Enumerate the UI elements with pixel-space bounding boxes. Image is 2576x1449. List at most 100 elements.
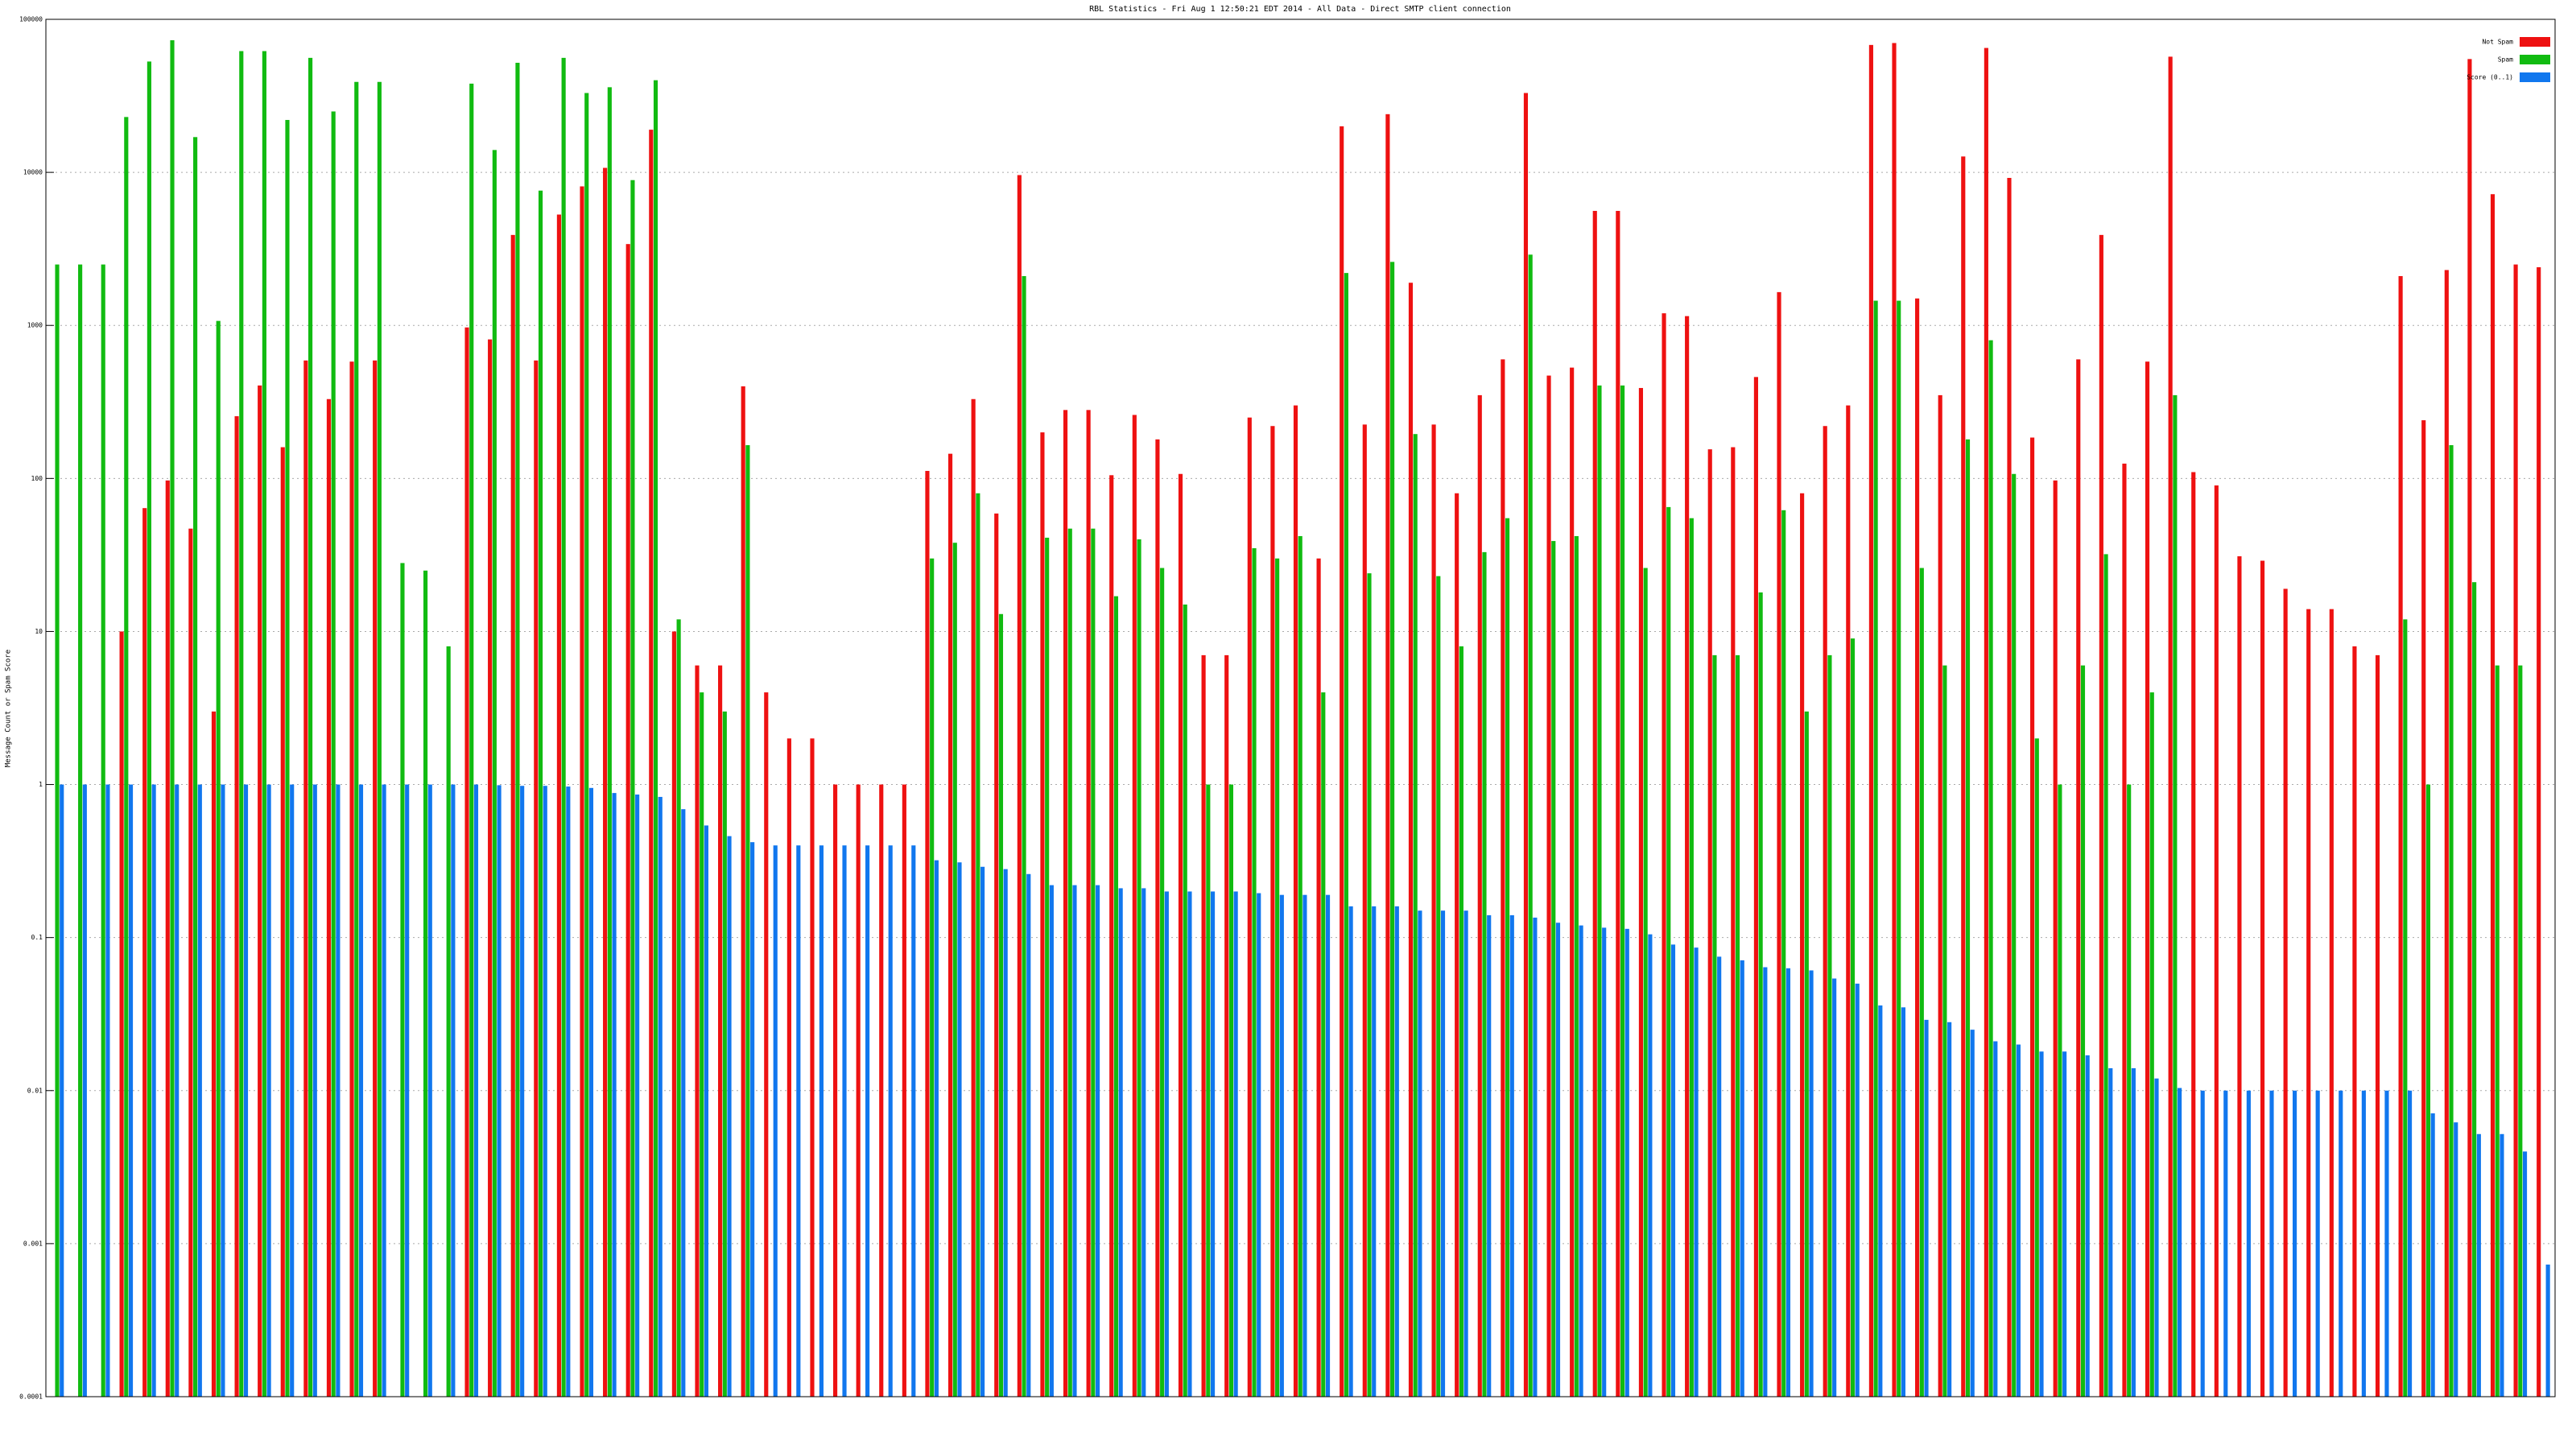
bar [1938,394,1942,1397]
bar [2361,1090,2366,1397]
bar [2149,692,2154,1397]
bar [2099,234,2103,1397]
bar [1597,385,1602,1397]
bar [1970,1030,1975,1397]
bar [1362,424,1367,1397]
bar [856,784,861,1397]
bar [2545,1264,2550,1397]
legend-swatch [2520,37,2550,47]
y-tick-label: 10000 [23,169,43,176]
bar [1247,417,1252,1397]
bar [216,320,221,1397]
bar [234,416,239,1397]
bar [1901,1007,1906,1397]
bar [911,845,916,1397]
bar [510,234,515,1397]
y-tick-label: 0.001 [23,1240,43,1247]
bar [1040,432,1045,1397]
bar [427,784,432,1397]
bar [1533,917,1538,1397]
bar [2108,1067,2113,1397]
bar [469,83,474,1397]
bar [727,836,732,1397]
bar [312,784,317,1397]
bar [2293,1090,2297,1397]
bar [1620,385,1625,1397]
bar [1431,424,1436,1397]
bar [2145,361,2150,1397]
bar [1109,475,1114,1397]
bar [649,130,654,1397]
bar [473,784,479,1397]
bar [78,264,83,1397]
bar [1095,885,1100,1397]
bar [1113,596,1119,1397]
bar [151,784,156,1397]
bar [1592,210,1597,1397]
bar [2039,1051,2044,1397]
bar [1187,891,1192,1397]
bar [423,570,428,1397]
bar [377,81,382,1397]
plot-border [45,19,2556,1397]
bar [947,453,953,1397]
bar [980,866,985,1397]
bar [128,784,134,1397]
bar [534,360,539,1397]
bar [2407,1090,2413,1397]
bar [119,631,124,1397]
bar [1086,410,1091,1397]
bar [1763,967,1768,1397]
bar [1961,156,1966,1397]
bar [902,784,906,1397]
bar [303,360,308,1397]
bar [925,470,930,1397]
bar [2513,264,2518,1397]
bar [1616,210,1620,1397]
bar [2339,1090,2343,1397]
bar [1505,518,1510,1397]
legend-swatch [2520,55,2550,64]
bar [1045,537,1050,1397]
bar [1155,439,1160,1397]
bar [2425,784,2431,1397]
bar [1487,914,1492,1397]
bar [1440,910,1446,1397]
bar [2403,619,2408,1397]
bar [1638,387,1644,1397]
bar [1275,558,1280,1397]
chart-title: RBL Statistics - Fri Aug 1 12:50:21 EDT … [1089,5,1511,14]
bar [354,81,359,1397]
bar [243,784,249,1397]
bar [1509,914,1514,1397]
bar [1602,927,1607,1397]
bar [607,87,612,1397]
bar [2122,463,2127,1397]
bar [1832,978,1837,1397]
legend-label: Score (0..1) [2467,74,2513,81]
bar [676,619,681,1397]
bar [2454,1122,2458,1397]
bar [2058,784,2062,1397]
bar [625,244,630,1397]
bar [2178,1088,2182,1397]
bar [930,558,935,1397]
bar [1022,275,1026,1397]
bar [2173,394,2178,1397]
bar [1712,654,1717,1397]
bar [1348,906,1353,1397]
bar [1340,126,1344,1397]
bar [1984,47,1988,1397]
y-tick-label: 1000 [27,322,43,329]
bar [1846,405,1851,1397]
bar [1823,426,1827,1397]
bar [957,862,962,1397]
bar [1868,44,1873,1397]
bar [382,784,386,1397]
bar [658,796,663,1397]
bar [580,186,584,1397]
bar [1210,891,1216,1397]
y-tick-label: 0.01 [27,1087,43,1094]
bar [1574,535,1579,1397]
